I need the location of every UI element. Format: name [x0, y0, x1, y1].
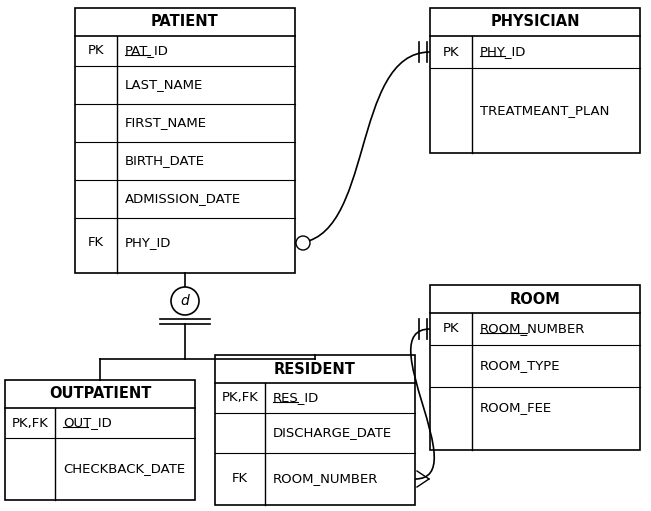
Text: RESIDENT: RESIDENT	[274, 361, 356, 377]
Text: ADMISSION_DATE: ADMISSION_DATE	[125, 193, 241, 205]
Text: OUTPATIENT: OUTPATIENT	[49, 386, 151, 402]
Text: FK: FK	[88, 237, 104, 249]
Text: ROOM_TYPE: ROOM_TYPE	[480, 360, 561, 373]
Text: BIRTH_DATE: BIRTH_DATE	[125, 154, 205, 168]
Bar	[430, 8, 640, 153]
Text: PK: PK	[88, 44, 104, 58]
Text: FIRST_NAME: FIRST_NAME	[125, 117, 207, 129]
Text: ROOM_NUMBER: ROOM_NUMBER	[480, 322, 585, 336]
Text: PATIENT: PATIENT	[151, 14, 219, 30]
Text: PHY_ID: PHY_ID	[125, 237, 171, 249]
Text: PK,FK: PK,FK	[12, 416, 48, 430]
Bar	[430, 285, 640, 450]
Text: RES_ID: RES_ID	[273, 391, 319, 405]
Text: ROOM_NUMBER: ROOM_NUMBER	[273, 473, 378, 485]
Bar	[215, 355, 415, 505]
Text: PK: PK	[443, 322, 460, 336]
Bar	[75, 8, 295, 273]
Text: ROOM_FEE: ROOM_FEE	[480, 402, 552, 414]
Bar	[5, 380, 195, 500]
Text: PHY_ID: PHY_ID	[480, 45, 527, 58]
Circle shape	[296, 236, 310, 250]
Text: DISCHARGE_DATE: DISCHARGE_DATE	[273, 427, 392, 439]
Circle shape	[171, 287, 199, 315]
Text: PAT_ID: PAT_ID	[125, 44, 169, 58]
Text: PHYSICIAN: PHYSICIAN	[490, 14, 580, 30]
Text: PK: PK	[443, 45, 460, 58]
Text: OUT_ID: OUT_ID	[63, 416, 112, 430]
Text: TREATMEANT_PLAN: TREATMEANT_PLAN	[480, 104, 609, 117]
Text: ROOM: ROOM	[510, 291, 561, 307]
Text: d: d	[180, 294, 189, 308]
Text: LAST_NAME: LAST_NAME	[125, 79, 203, 91]
Text: PK,FK: PK,FK	[221, 391, 258, 405]
Text: FK: FK	[232, 473, 248, 485]
Text: CHECKBACK_DATE: CHECKBACK_DATE	[63, 462, 185, 476]
